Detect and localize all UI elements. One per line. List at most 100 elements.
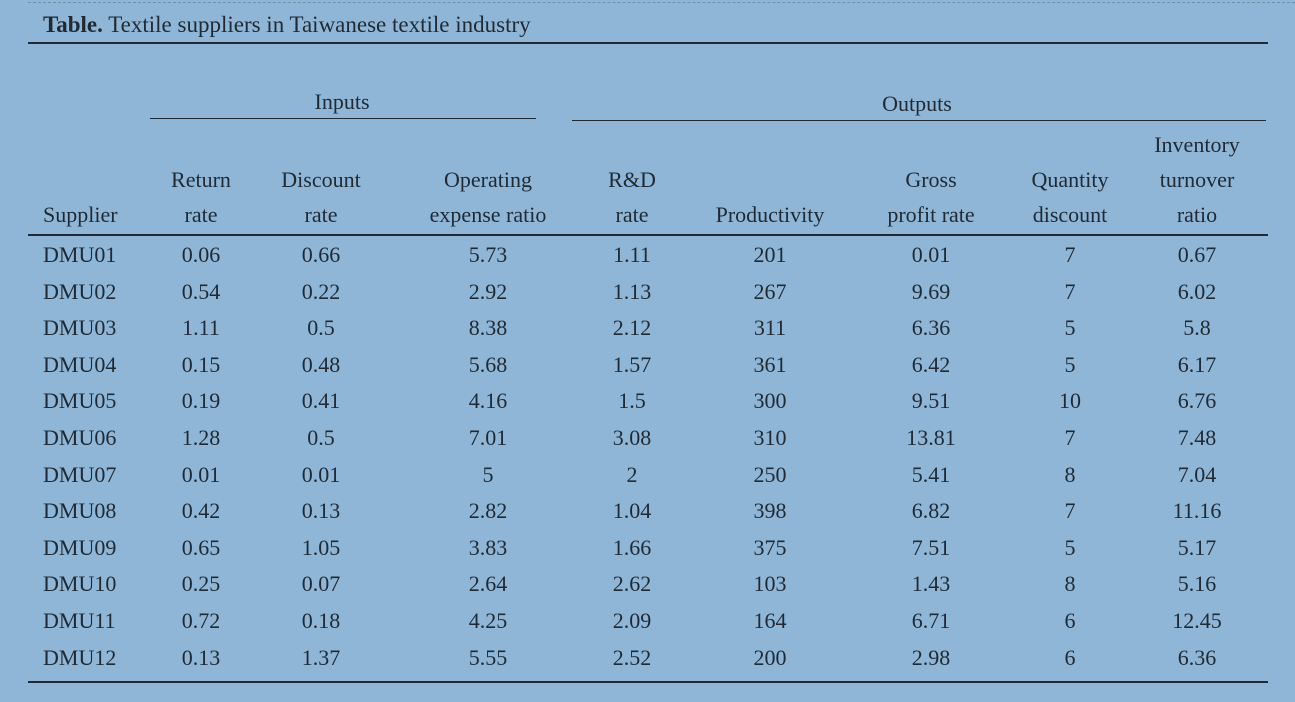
table-cell: 0.06: [181, 242, 221, 267]
top-dashed-border: [28, 2, 1295, 3]
table-cell: 0.41: [301, 388, 341, 413]
caption-title: Textile suppliers in Taiwanese textile i…: [108, 12, 531, 37]
table-cell: 1.5: [618, 388, 646, 413]
table-cell: 1.28: [181, 425, 221, 450]
table-cell: 5.17: [1177, 535, 1217, 560]
column-header: R&D: [608, 167, 656, 192]
table-cell: 7: [1064, 498, 1076, 523]
supplier-cell: DMU03: [43, 315, 117, 340]
table-cell: 7: [1064, 425, 1076, 450]
table-cell: 0.67: [1177, 242, 1217, 267]
table-cell: 6.82: [911, 498, 951, 523]
table-cell: 8: [1064, 462, 1076, 487]
table-cell: 2.52: [612, 645, 652, 670]
supplier-cell: DMU05: [43, 388, 117, 413]
caption-label: Table.: [43, 12, 103, 37]
table-cell: 7: [1064, 279, 1076, 304]
table-cell: 0.01: [181, 462, 221, 487]
table-cell: 0.48: [301, 352, 341, 377]
table-cell: 3.08: [612, 425, 652, 450]
supplier-cell: DMU11: [43, 608, 116, 633]
table-cell: 0.01: [911, 242, 951, 267]
table-cell: 2.64: [468, 571, 508, 596]
group-rule-inputs: [150, 118, 536, 119]
supplier-cell: DMU10: [43, 571, 117, 596]
table-cell: 0.72: [181, 608, 221, 633]
table-cell: 398: [753, 498, 787, 523]
group-header-outputs: Outputs: [882, 91, 952, 116]
table-cell: 12.45: [1172, 608, 1222, 633]
column-header: rate: [184, 202, 218, 227]
table-cell: 1.37: [301, 645, 341, 670]
table-cell: 3.83: [468, 535, 508, 560]
supplier-cell: DMU06: [43, 425, 117, 450]
table-cell: 0.22: [301, 279, 341, 304]
table-cell: 2.12: [612, 315, 652, 340]
table-cell: 6.17: [1177, 352, 1217, 377]
table-cell: 5: [1064, 315, 1076, 340]
table-cell: 1.43: [911, 571, 951, 596]
table-cell: 103: [753, 571, 787, 596]
table-cell: 6: [1064, 608, 1076, 633]
column-header: Return: [171, 167, 231, 192]
table-cell: 1.57: [612, 352, 652, 377]
table-cell: 1.11: [182, 315, 220, 340]
table-cell: 0.66: [301, 242, 341, 267]
column-header: turnover: [1159, 167, 1235, 192]
table-cell: 11.16: [1172, 498, 1222, 523]
table-cell: 6.76: [1177, 388, 1217, 413]
table-caption: Table. Textile suppliers in Taiwanese te…: [43, 10, 531, 40]
table-cell: 0.13: [301, 498, 341, 523]
table-cell: 0.5: [307, 315, 335, 340]
column-header: expense ratio: [429, 202, 547, 227]
table-cell: 164: [753, 608, 787, 633]
table-cell: 0.13: [181, 645, 221, 670]
table-cell: 6.42: [911, 352, 951, 377]
table-cell: 0.01: [301, 462, 341, 487]
table-cell: 200: [753, 645, 787, 670]
table-cell: 5: [1064, 352, 1076, 377]
supplier-cell: DMU12: [43, 645, 117, 670]
table-cell: 7.01: [468, 425, 508, 450]
column-header: Quantity: [1031, 167, 1109, 192]
table-cell: 0.54: [181, 279, 221, 304]
table-cell: 1.05: [301, 535, 341, 560]
column-header: Inventory: [1154, 132, 1240, 157]
table-cell: 0.15: [181, 352, 221, 377]
table-cell: 2.62: [612, 571, 652, 596]
table-cell: 2.82: [468, 498, 508, 523]
table-cell: 201: [753, 242, 787, 267]
table-cell: 8.38: [468, 315, 508, 340]
supplier-cell: DMU07: [43, 462, 117, 487]
supplier-cell: DMU08: [43, 498, 117, 523]
column-header: Supplier: [43, 202, 118, 227]
table-cell: 6.71: [911, 608, 951, 633]
table-cell: 1.04: [612, 498, 652, 523]
table-cell: 7: [1064, 242, 1076, 267]
table-cell: 2.98: [911, 645, 951, 670]
group-rule-outputs: [572, 120, 1266, 121]
table-cell: 4.16: [468, 388, 508, 413]
table-cell: 0.5: [307, 425, 335, 450]
table-cell: 300: [753, 388, 787, 413]
column-header: rate: [615, 202, 649, 227]
table-cell: 6.02: [1177, 279, 1217, 304]
table-cell: 0.65: [181, 535, 221, 560]
table-cell: 311: [753, 315, 787, 340]
table-cell: 1.66: [612, 535, 652, 560]
column-header: Productivity: [715, 202, 825, 227]
supplier-cell: DMU02: [43, 279, 117, 304]
column-header: profit rate: [887, 202, 975, 227]
table-cell: 2: [626, 462, 638, 487]
table-cell: 0.25: [181, 571, 221, 596]
column-header: Operating: [444, 167, 532, 192]
supplier-cell: DMU01: [43, 242, 117, 267]
table-cell: 310: [753, 425, 787, 450]
column-header: rate: [304, 202, 338, 227]
column-header: ratio: [1176, 202, 1218, 227]
table-cell: 7.04: [1177, 462, 1217, 487]
table-cell: 4.25: [468, 608, 508, 633]
table-cell: 6.36: [911, 315, 951, 340]
table-cell: 13.81: [906, 425, 956, 450]
table-cell: 1.11: [613, 242, 651, 267]
